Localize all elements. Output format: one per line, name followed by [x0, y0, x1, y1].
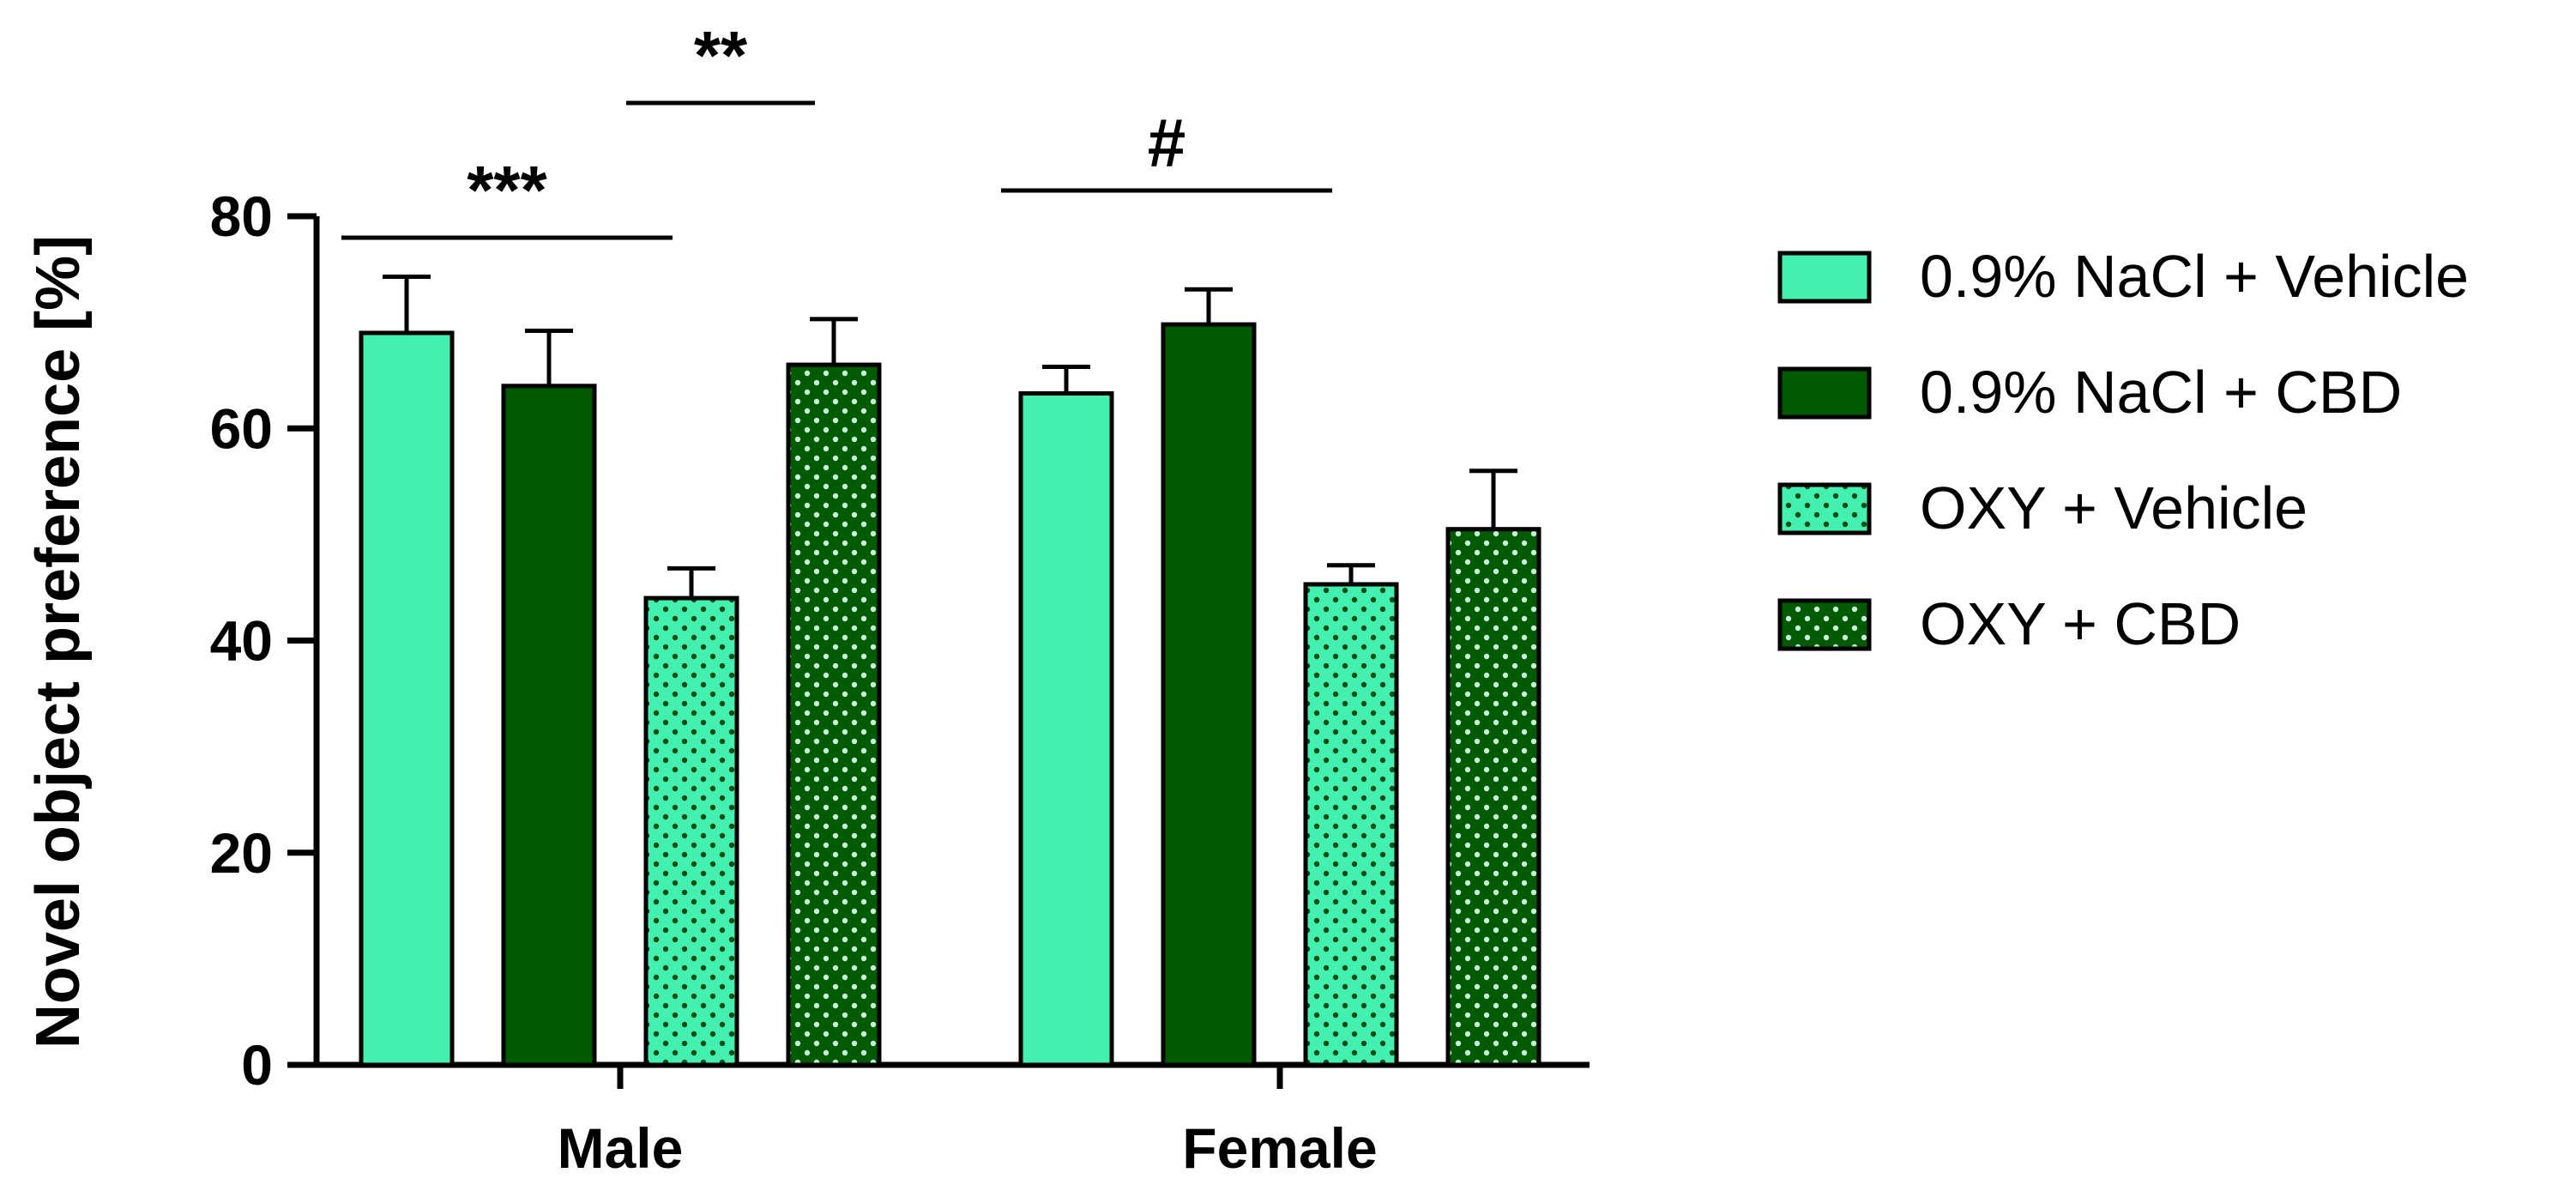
- significance-markers: *****#: [341, 17, 1332, 240]
- y-tick-label: 0: [241, 1033, 273, 1097]
- y-tick-label: 80: [210, 184, 273, 248]
- y-ticks: 0 20 40 60 80: [210, 184, 317, 1097]
- y-axis-title: Novel object preference [%]: [24, 235, 93, 1049]
- significance-label: **: [694, 17, 748, 94]
- bar: [501, 384, 597, 1067]
- x-axis: Male Female: [314, 1061, 1590, 1180]
- legend-swatch: [1777, 598, 1872, 651]
- significance-label: #: [1148, 105, 1186, 181]
- bar: [1161, 322, 1257, 1067]
- bar: [1445, 527, 1541, 1067]
- y-tick-label: 60: [210, 396, 273, 460]
- legend-label: 0.9% NaCl + CBD: [1920, 359, 2402, 426]
- legend-label: 0.9% NaCl + Vehicle: [1920, 243, 2469, 310]
- y-axis: 0 20 40 60 80 Novel object preference [%]: [24, 184, 320, 1097]
- legend-label: OXY + CBD: [1920, 590, 2241, 657]
- bar: [1018, 390, 1114, 1067]
- legend-swatch: [1777, 366, 1872, 420]
- bar: [786, 362, 882, 1067]
- legend-swatch: [1777, 482, 1872, 535]
- y-tick-label: 20: [210, 821, 273, 885]
- legend-label: OXY + Vehicle: [1920, 475, 2308, 541]
- bar: [359, 330, 455, 1067]
- bar: [1303, 582, 1399, 1067]
- bar: [643, 596, 739, 1067]
- bars: [359, 274, 1541, 1067]
- legend: 0.9% NaCl + Vehicle 0.9% NaCl + CBD OXY + …: [1777, 243, 2469, 657]
- x-tick-label-male: Male: [558, 1116, 684, 1180]
- x-ticks: Male Female: [558, 1065, 1378, 1180]
- significance-label: ***: [467, 152, 547, 228]
- y-tick-label: 40: [210, 609, 273, 673]
- x-tick-label-female: Female: [1182, 1116, 1377, 1180]
- legend-swatch: [1777, 251, 1872, 304]
